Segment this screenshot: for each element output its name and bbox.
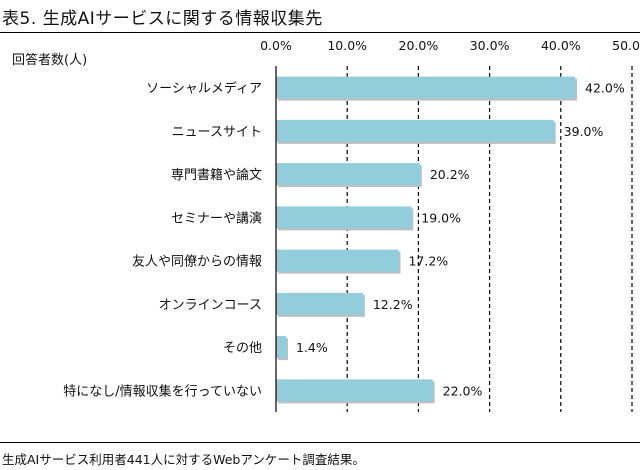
x-tick-label: 50.0% <box>612 38 640 53</box>
chart-title: 表5. 生成AIサービスに関する情報収集先 <box>2 9 323 29</box>
bar <box>276 119 554 142</box>
value-label: 42.0% <box>585 81 625 96</box>
bar <box>276 292 363 315</box>
bar <box>276 76 576 99</box>
title-divider <box>0 32 640 33</box>
value-label: 17.2% <box>408 254 448 269</box>
x-tick-label: 10.0% <box>327 38 367 53</box>
x-tick-label: 40.0% <box>541 38 581 53</box>
bar <box>276 249 399 272</box>
category-label: ニュースサイト <box>172 125 262 140</box>
category-label: セミナーや講演 <box>171 210 262 226</box>
y-axis-label: 回答者数(人) <box>12 52 87 68</box>
value-label: 12.2% <box>373 297 413 312</box>
value-label: 22.0% <box>443 383 483 398</box>
bar <box>276 206 412 229</box>
value-label: 1.4% <box>296 340 328 355</box>
chart-footnote: 生成AIサービス利用者441人に対するWebアンケート調査結果。 <box>2 452 365 467</box>
footer-divider <box>0 442 640 443</box>
category-label: 特になし/情報収集を行っていない <box>63 383 262 399</box>
category-label: ソーシャルメディア <box>146 81 262 97</box>
x-tick-label: 30.0% <box>470 38 510 53</box>
value-label: 20.2% <box>430 167 470 182</box>
bar <box>276 379 433 402</box>
category-label: 友人や同僚からの情報 <box>132 254 262 270</box>
x-tick-label: 20.0% <box>399 38 439 53</box>
category-label: オンラインコース <box>159 298 262 313</box>
value-label: 39.0% <box>564 124 604 139</box>
category-label: その他 <box>223 341 262 356</box>
category-label: 専門書籍や論文 <box>171 167 262 183</box>
value-label: 19.0% <box>421 210 461 225</box>
x-tick-label: 0.0% <box>260 38 292 53</box>
bar <box>276 336 286 359</box>
bar <box>276 163 420 186</box>
